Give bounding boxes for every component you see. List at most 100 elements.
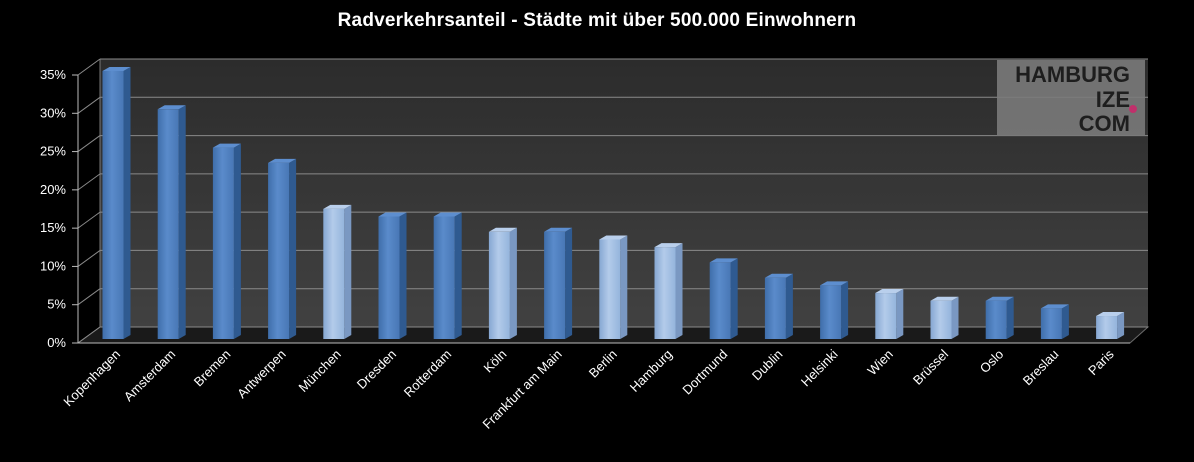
bar: [875, 289, 904, 339]
x-tick-label: Paris: [1085, 346, 1117, 378]
bar-side: [951, 296, 959, 339]
bar-front: [1040, 308, 1062, 339]
bar-side: [1061, 304, 1069, 339]
y-tick-label: 35%: [40, 67, 66, 82]
bar-side: [620, 235, 628, 339]
y-tick-label: 0%: [47, 335, 66, 350]
x-tick-label: Amsterdam: [121, 347, 179, 405]
bar-front: [323, 208, 345, 339]
gridline-depth: [77, 135, 101, 152]
bar-front: [1096, 316, 1118, 339]
bar-front: [488, 231, 510, 339]
chart-title: Radverkehrsanteil - Städte mit über 500.…: [337, 10, 857, 31]
bar-front: [709, 262, 731, 339]
bar: [433, 212, 462, 339]
bar-top: [102, 67, 131, 71]
bar-front: [212, 147, 234, 339]
watermark-line: IZE: [1096, 87, 1130, 112]
bar: [212, 143, 241, 339]
bar-front: [268, 162, 290, 339]
bar-side: [399, 212, 407, 339]
x-tick-label: Rotterdam: [401, 347, 455, 401]
x-tick-label: Köln: [481, 347, 510, 376]
bar-top: [488, 227, 517, 232]
bar-front: [875, 293, 897, 339]
bar-front: [102, 71, 124, 339]
y-tick-label: 5%: [47, 297, 66, 312]
bar: [323, 204, 352, 339]
bar-side: [509, 227, 517, 339]
bar-top: [654, 243, 683, 248]
x-tick-label: Dublin: [749, 347, 786, 384]
y-tick-label: 20%: [40, 182, 66, 197]
bar-side: [841, 281, 849, 339]
y-tick-label: 15%: [40, 220, 66, 235]
bar-series: [102, 67, 1125, 340]
watermark-line: HAMBURG: [1015, 62, 1130, 87]
bar-side: [565, 227, 573, 339]
bar: [1096, 312, 1125, 339]
bar: [268, 158, 297, 339]
bar-front: [654, 247, 676, 339]
bar-side: [1006, 296, 1014, 339]
bar-front: [157, 109, 179, 340]
bar: [157, 105, 186, 340]
gridline-depth: [77, 211, 101, 229]
x-tick-label: Hamburg: [627, 347, 675, 395]
gridline-depth: [77, 173, 101, 191]
bar: [985, 296, 1014, 339]
bar-top: [323, 204, 352, 209]
bar-front: [378, 216, 400, 339]
bar-side: [123, 67, 131, 339]
x-tick-label: Dresden: [354, 347, 399, 392]
bar: [378, 212, 407, 339]
bar: [488, 227, 517, 339]
bar-side: [730, 258, 738, 339]
x-tick-label: Bremen: [191, 347, 234, 390]
bar-front: [820, 285, 842, 339]
x-tick-label: Antwerpen: [234, 347, 289, 402]
bar: [820, 281, 849, 339]
bar: [764, 273, 793, 339]
bar-top: [764, 273, 793, 278]
x-tick-label: München: [295, 347, 343, 395]
bar-side: [896, 289, 904, 339]
watermark-line: COM: [1079, 111, 1130, 136]
x-tick-label: Oslo: [977, 347, 1007, 377]
axes: 0% 5% 10% 15% 20% 25% 30% 35%: [40, 67, 1130, 350]
gridline-depth: [77, 250, 101, 267]
bar-front: [433, 216, 455, 339]
bar-top: [985, 296, 1014, 301]
bar: [654, 243, 683, 339]
bar-side: [785, 273, 793, 339]
gridline-depth: [77, 58, 101, 76]
y-tick-label: 10%: [40, 258, 66, 273]
x-tick-label: Helsinki: [798, 346, 841, 389]
bar-top: [1040, 304, 1069, 309]
y-tick-label: 30%: [40, 105, 66, 120]
bar-top: [433, 212, 462, 217]
bar: [599, 235, 628, 339]
watermark-dot: [1129, 105, 1137, 113]
bar-top: [820, 281, 849, 286]
bar-top: [875, 289, 904, 294]
bar: [1040, 304, 1069, 339]
bar-side: [1117, 312, 1125, 339]
bar-side: [178, 105, 186, 340]
bar-top: [930, 296, 959, 301]
gridline-depth: [77, 96, 101, 114]
bar-side: [289, 158, 297, 339]
x-tick-label: Dortmund: [679, 347, 730, 398]
bar-top: [709, 258, 738, 263]
y-tick-label: 25%: [40, 144, 66, 159]
bar-side: [233, 143, 241, 339]
x-tick-label: Berlin: [586, 347, 620, 381]
bar-side: [454, 212, 462, 339]
bar: [102, 67, 131, 339]
bar: [709, 258, 738, 339]
bar-front: [764, 277, 786, 339]
bar-top: [212, 143, 241, 148]
bar-top: [268, 158, 297, 163]
x-tick-label: Wien: [864, 347, 896, 379]
